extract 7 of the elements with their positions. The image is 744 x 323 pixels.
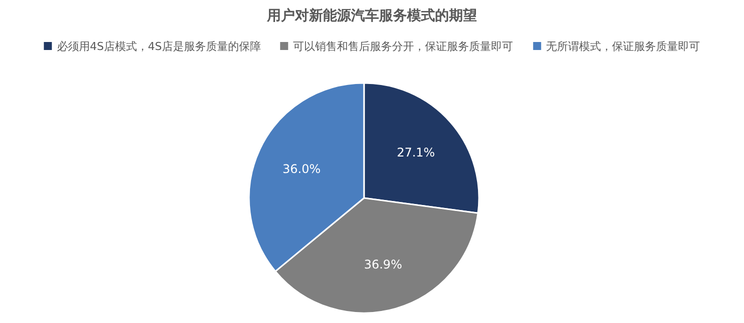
data-label: 27.1% xyxy=(396,146,435,160)
legend-label: 必须用4S店模式，4S店是服务质量的保障 xyxy=(56,40,261,53)
data-label: 36.0% xyxy=(282,162,321,176)
chart-title: 用户对新能源汽车服务模式的期望 xyxy=(266,7,477,24)
data-label: 36.9% xyxy=(364,258,402,272)
legend-label: 可以销售和售后服务分开，保证服务质量即可 xyxy=(293,40,514,53)
legend-label: 无所谓模式，保证服务质量即可 xyxy=(546,40,700,53)
